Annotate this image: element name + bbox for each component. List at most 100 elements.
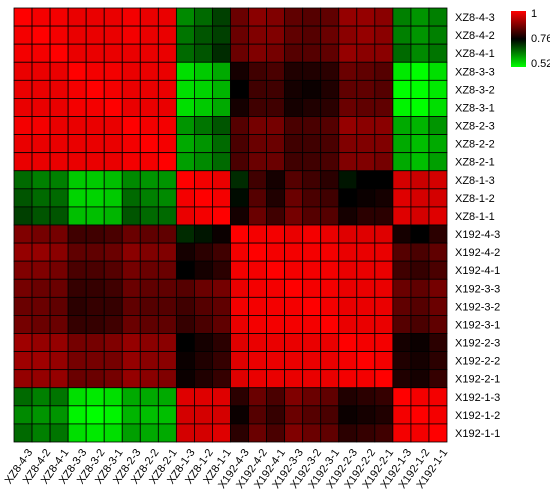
heatmap-cell <box>356 423 376 443</box>
heatmap-cell <box>230 315 249 334</box>
heatmap-cell <box>374 242 394 262</box>
heatmap-cell <box>139 116 159 135</box>
heatmap-cell <box>157 134 177 154</box>
heatmap-cell <box>13 25 33 45</box>
heatmap-cell <box>103 369 123 389</box>
heatmap-cell <box>212 43 231 63</box>
heatmap-cell <box>320 260 340 280</box>
heatmap-cell <box>338 61 358 81</box>
heatmap-cell <box>302 423 322 443</box>
heatmap-cell <box>194 387 213 407</box>
heatmap-cell <box>320 351 340 371</box>
heatmap-cell <box>103 61 123 81</box>
heatmap-cell <box>428 206 448 226</box>
heatmap-cell <box>212 79 231 99</box>
heatmap-cell <box>392 206 412 226</box>
heatmap-cell <box>248 369 267 389</box>
heatmap-cell <box>194 61 213 81</box>
heatmap-cell <box>266 333 286 352</box>
heatmap-cell <box>338 242 358 262</box>
heatmap-cell <box>356 369 376 389</box>
heatmap-cell <box>175 333 195 352</box>
heatmap-cell <box>49 387 69 407</box>
heatmap-cell <box>338 333 358 352</box>
heatmap-cell <box>338 315 358 334</box>
heatmap-cell <box>284 296 304 316</box>
heatmap-cell <box>157 351 177 371</box>
heatmap-cell <box>284 333 304 352</box>
heatmap-cell <box>428 260 448 280</box>
heatmap-cell <box>121 315 141 334</box>
heatmap-cell <box>320 134 340 154</box>
heatmap-cell <box>338 224 358 244</box>
heatmap-cell <box>392 116 412 135</box>
heatmap-cell <box>248 61 267 81</box>
heatmap-cell <box>175 188 195 208</box>
heatmap-cell <box>284 206 304 226</box>
heatmap-cell <box>284 423 304 443</box>
heatmap-cell <box>230 170 249 190</box>
heatmap-cell <box>410 351 430 371</box>
heatmap-cell <box>175 278 195 298</box>
color-scale-tick-mid: 0.76 <box>531 33 550 45</box>
heatmap-cell <box>428 25 448 45</box>
row-label: XZ8-2-1 <box>455 157 495 169</box>
heatmap-cell <box>266 134 286 154</box>
heatmap-cell <box>157 405 177 425</box>
heatmap-cell <box>212 351 231 371</box>
heatmap-cell <box>212 25 231 45</box>
heatmap-cell <box>194 79 213 99</box>
heatmap-cell <box>194 405 213 425</box>
heatmap-cell <box>320 98 340 117</box>
heatmap-cell <box>139 296 159 316</box>
row-label: X192-4-3 <box>455 229 500 241</box>
heatmap-cell <box>356 206 376 226</box>
heatmap-cell <box>13 61 33 81</box>
heatmap-cell <box>13 206 33 226</box>
heatmap-cell <box>392 43 412 63</box>
heatmap-cell <box>67 43 87 63</box>
heatmap-cell <box>230 25 249 45</box>
heatmap-cell <box>248 43 267 63</box>
heatmap-cell <box>157 188 177 208</box>
heatmap-cell <box>266 98 286 117</box>
heatmap-cell <box>67 242 87 262</box>
heatmap-cell <box>175 351 195 371</box>
heatmap-cell <box>175 79 195 99</box>
heatmap-cell <box>49 278 69 298</box>
row-label: X192-1-1 <box>455 428 500 440</box>
row-label: X192-1-3 <box>455 392 500 404</box>
heatmap-cell <box>428 405 448 425</box>
heatmap-cell <box>157 116 177 135</box>
heatmap-cell <box>302 43 322 63</box>
heatmap-cell <box>194 7 213 27</box>
heatmap-cell <box>266 405 286 425</box>
heatmap-cell <box>121 188 141 208</box>
heatmap-cell <box>410 260 430 280</box>
heatmap-cell <box>428 98 448 117</box>
heatmap-cell <box>212 61 231 81</box>
heatmap-cell <box>248 79 267 99</box>
heatmap-cell <box>13 134 33 154</box>
heatmap-cell <box>85 170 105 190</box>
heatmap-cell <box>175 423 195 443</box>
heatmap-cell <box>85 423 105 443</box>
heatmap-cell <box>31 242 51 262</box>
heatmap-cell <box>31 7 51 27</box>
heatmap-cell <box>139 98 159 117</box>
heatmap-cell <box>31 351 51 371</box>
heatmap-cell <box>175 170 195 190</box>
heatmap-cell <box>410 43 430 63</box>
heatmap-cell <box>284 152 304 172</box>
heatmap-cell <box>67 333 87 352</box>
heatmap-cell <box>338 188 358 208</box>
heatmap-cell <box>157 43 177 63</box>
heatmap-cell <box>428 224 448 244</box>
heatmap-cell <box>266 278 286 298</box>
heatmap-cell <box>248 278 267 298</box>
heatmap-cell <box>49 61 69 81</box>
heatmap-cell <box>374 188 394 208</box>
heatmap-cell <box>248 296 267 316</box>
heatmap-cell <box>338 7 358 27</box>
heatmap-cell <box>302 134 322 154</box>
